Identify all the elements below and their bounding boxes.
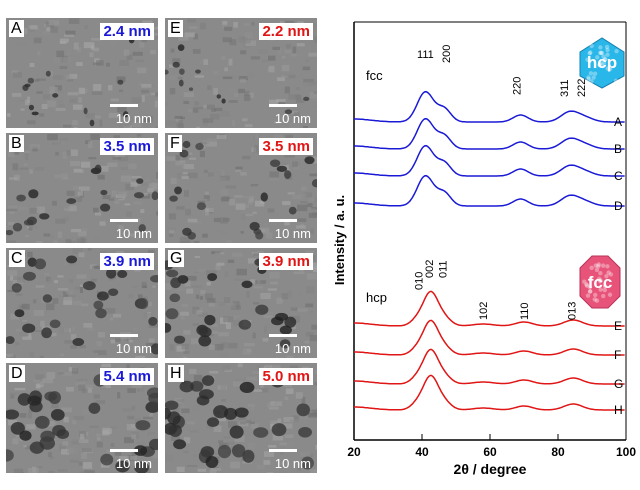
series-line-f [354, 319, 625, 356]
y-axis-label: Intensity / a. u. [332, 195, 347, 285]
x-tick-label: 100 [616, 445, 636, 459]
scale-bar-label: 10 nm [274, 226, 311, 241]
particle-size-label: 5.0 nm [259, 368, 313, 385]
particle-size-label: 3.5 nm [100, 138, 154, 155]
scale-bar-label: 10 nm [274, 111, 311, 126]
particle-size-label: 5.4 nm [100, 368, 154, 385]
hcp-peak-label: 013 [567, 302, 579, 320]
series-label: G [614, 377, 623, 391]
fcc-group-label: fcc [366, 68, 383, 83]
scale-bar [269, 334, 297, 337]
tem-panel-h: H 5.0 nm 10 nm [165, 363, 317, 473]
series-label: A [614, 115, 622, 129]
series-label: B [614, 142, 622, 156]
tem-panel-e: E 2.2 nm 10 nm [165, 18, 317, 128]
series-line-e [354, 290, 625, 327]
tem-panel-b: B 3.5 nm 10 nm [6, 133, 158, 243]
series-line-d [354, 174, 625, 207]
scale-bar-label: 10 nm [115, 341, 152, 356]
panel-letter: H [168, 365, 184, 382]
x-tick-label: 40 [415, 445, 429, 459]
x-tick-label: 20 [347, 445, 361, 459]
tem-panel-a: A 2.4 nm 10 nm [6, 18, 158, 128]
hcp-peak-label: 102 [478, 302, 490, 320]
panel-letter: F [168, 135, 182, 152]
panel-letter: E [168, 20, 183, 37]
hcp-crystal-icon: hcp [579, 37, 625, 89]
hcp-peak-label: 110 [519, 302, 531, 320]
particle-size-label: 3.9 nm [259, 253, 313, 270]
series-line-c [354, 144, 625, 177]
tem-panel-g: G 3.9 nm 10 nm [165, 248, 317, 358]
scale-bar [110, 219, 138, 222]
scale-bar-label: 10 nm [274, 456, 311, 471]
scale-bar [110, 334, 138, 337]
x-axis-label: 2θ / degree [454, 461, 527, 477]
panel-letter: G [168, 250, 185, 267]
crystal-badge-label: fcc [588, 273, 613, 292]
series-label: D [614, 199, 623, 213]
scale-bar [269, 449, 297, 452]
tem-panel-c: C 3.9 nm 10 nm [6, 248, 158, 358]
particle-size-label: 2.4 nm [100, 23, 154, 40]
tem-panel-d: D 5.4 nm 10 nm [6, 363, 158, 473]
fcc-peak-label: 200 [441, 45, 453, 63]
series-label: H [614, 403, 623, 417]
series-label: C [614, 169, 623, 183]
hcp-peak-label: 010 [414, 272, 426, 290]
panel-letter: B [9, 135, 24, 152]
series-line-b [354, 117, 625, 150]
scale-bar [110, 449, 138, 452]
tem-texture [6, 363, 158, 473]
series-label: E [614, 319, 622, 333]
scale-bar [269, 104, 297, 107]
particle-size-label: 3.5 nm [259, 138, 313, 155]
hcp-peak-label: 011 [437, 260, 449, 278]
fcc-peak-label: 222 [576, 79, 588, 97]
series-line-a [354, 90, 625, 123]
scale-bar-label: 10 nm [115, 111, 152, 126]
scale-bar-label: 10 nm [274, 341, 311, 356]
panel-letter: D [9, 365, 25, 382]
fcc-peak-label: 311 [559, 79, 571, 97]
crystal-badge-label: hcp [587, 53, 617, 72]
hcp-peak-label: 002 [424, 260, 436, 278]
particle-size-label: 2.2 nm [259, 23, 313, 40]
tem-texture [165, 249, 317, 358]
particle-size-label: 3.9 nm [100, 253, 154, 270]
tem-texture [165, 363, 317, 473]
fcc-peak-label: 220 [512, 77, 524, 95]
panel-letter: A [9, 20, 24, 37]
x-tick-label: 60 [483, 445, 497, 459]
scale-bar [269, 219, 297, 222]
scale-bar-label: 10 nm [115, 456, 152, 471]
scale-bar [110, 104, 138, 107]
fcc-crystal-icon: fcc [579, 255, 621, 309]
x-tick-label: 80 [551, 445, 565, 459]
fcc-peak-label: 111 [417, 49, 434, 61]
series-line-g [354, 348, 625, 385]
series-line-h [354, 374, 625, 411]
scale-bar-label: 10 nm [115, 226, 152, 241]
tem-panel-f: F 3.5 nm 10 nm [165, 133, 317, 243]
series-label: F [614, 348, 621, 362]
panel-letter: C [9, 250, 25, 267]
hcp-group-label: hcp [366, 290, 387, 305]
tem-texture [166, 133, 317, 243]
